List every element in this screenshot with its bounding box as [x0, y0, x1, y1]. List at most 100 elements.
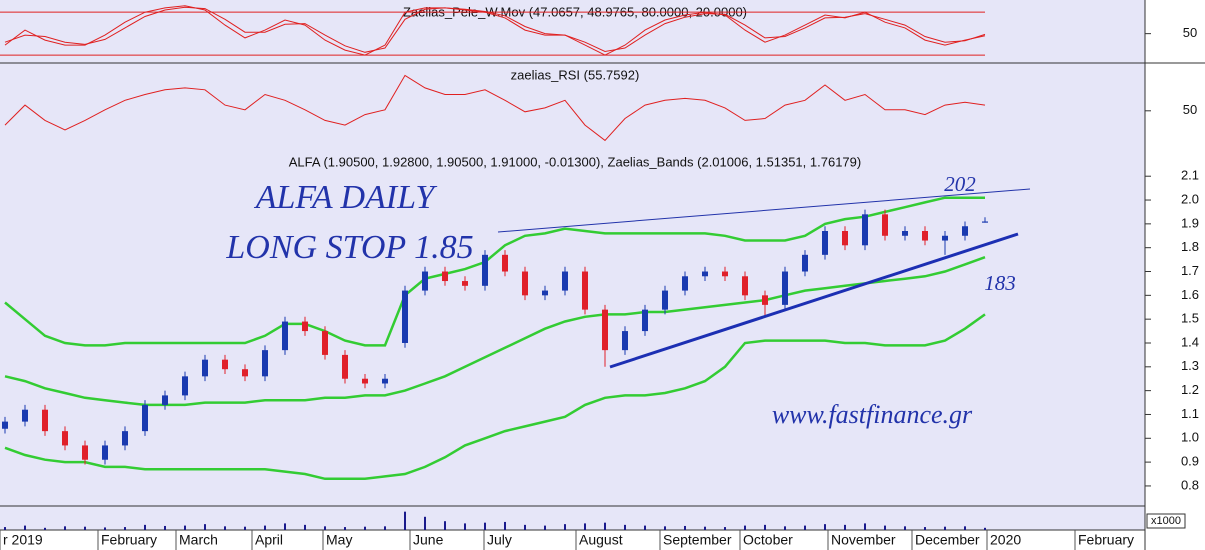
volume-bar: [184, 525, 186, 530]
volume-bar: [224, 526, 226, 530]
candle-body: [282, 321, 288, 351]
volume-bar: [764, 524, 766, 530]
x-tick-label: March: [179, 532, 218, 548]
candle-body: [782, 271, 788, 305]
candle-body: [262, 350, 268, 377]
candle-body: [582, 271, 588, 310]
candle-body: [542, 290, 548, 296]
annotation: 183: [984, 271, 1016, 295]
candle-body: [22, 409, 28, 422]
volume-bar: [244, 526, 246, 530]
series-line: [4, 313, 986, 481]
candle-body: [942, 235, 948, 241]
volume-bar: [124, 527, 126, 530]
y-tick-label: 1.1: [1181, 406, 1199, 421]
volume-bar: [544, 525, 546, 530]
y-tick-label: 0.9: [1181, 454, 1199, 469]
candle-body: [442, 271, 448, 282]
layers: Zaelias_Pele_W.Mov (47.0657, 48.9765, 80…: [0, 4, 1199, 550]
candle-body: [742, 276, 748, 296]
volume-bar: [364, 526, 366, 530]
candle-body: [162, 395, 168, 405]
candle-body: [2, 421, 8, 429]
candle-body: [122, 431, 128, 446]
volume-bar: [324, 526, 326, 530]
volume-bar: [824, 524, 826, 530]
volume-bar: [584, 523, 586, 530]
volume-bar: [624, 524, 626, 530]
volume-bar: [884, 525, 886, 530]
candle-body: [722, 271, 728, 277]
x-tick-label: June: [413, 532, 444, 548]
candle-body: [762, 295, 768, 305]
candle-body: [622, 331, 628, 351]
candle-body: [902, 231, 908, 236]
x-tick-label: r 2019: [3, 532, 43, 548]
candle-body: [402, 290, 408, 343]
volume-bar: [904, 526, 906, 530]
volume-bar: [724, 527, 726, 530]
candle-body: [562, 271, 568, 291]
candle-body: [182, 376, 188, 396]
y-tick-label: 0.8: [1181, 477, 1199, 492]
candle-body: [482, 254, 488, 286]
x-tick-label: September: [663, 532, 732, 548]
trend-line: [497, 188, 1031, 233]
chart-title: ALFA (1.90500, 1.92800, 1.90500, 1.91000…: [289, 154, 861, 169]
series-line: [4, 256, 986, 407]
y-tick-label: 2.0: [1181, 191, 1199, 206]
volume-bar: [804, 525, 806, 530]
series-line: [4, 196, 985, 347]
candle-body: [922, 231, 928, 241]
volume-bar: [444, 521, 446, 530]
x-tick-label: August: [579, 532, 623, 548]
candle-body: [422, 271, 428, 291]
volume-bar: [344, 527, 346, 530]
candle-body: [702, 271, 708, 277]
candle-body: [962, 226, 968, 236]
annotation: ALFA DAILY: [254, 179, 438, 216]
y-tick-label: 2.1: [1181, 168, 1199, 183]
y-tick-label: 1.9: [1181, 215, 1199, 230]
x-tick-label: November: [831, 532, 896, 548]
volume-bar: [784, 526, 786, 530]
annotation: LONG STOP 1.85: [225, 229, 473, 266]
unit-box: [1146, 513, 1186, 529]
volume-bar: [524, 524, 526, 530]
x-tick-label: October: [743, 532, 793, 548]
volume-bar: [684, 525, 686, 530]
volume-bar: [104, 527, 106, 530]
volume-bar: [424, 516, 426, 530]
candle-body: [842, 231, 848, 246]
y-tick-label: 1.7: [1181, 263, 1199, 278]
volume-bar: [564, 524, 566, 530]
candle-body: [882, 214, 888, 236]
volume-bar: [924, 527, 926, 530]
annotation: 202: [944, 172, 976, 196]
volume-bar: [4, 527, 6, 530]
candle-body: [82, 445, 88, 460]
volume-bar: [304, 524, 306, 530]
x-tick-label: 2020: [990, 532, 1021, 548]
chart-title: zaelias_RSI (55.7592): [511, 67, 640, 82]
volume-bar: [864, 523, 866, 530]
candle-body: [222, 359, 228, 370]
y-tick-label: 1.0: [1181, 430, 1199, 445]
volume-bar: [24, 525, 26, 530]
volume-bar: [644, 525, 646, 530]
y-tick-label: 1.6: [1181, 287, 1199, 302]
volume-bar: [164, 525, 166, 530]
candle-body: [502, 254, 508, 272]
annotation: www.fastfinance.gr: [772, 400, 973, 429]
volume-bar: [984, 527, 986, 530]
volume-bar: [504, 521, 506, 530]
series-line: [4, 74, 986, 142]
volume-bar: [664, 526, 666, 530]
volume-bar: [64, 526, 66, 530]
x-tick-label: July: [487, 532, 512, 548]
candle-body: [362, 378, 368, 384]
candle-body: [342, 354, 348, 379]
volume-bar: [384, 526, 386, 530]
y-tick-label: 1.2: [1181, 382, 1199, 397]
volume-bar: [144, 524, 146, 530]
